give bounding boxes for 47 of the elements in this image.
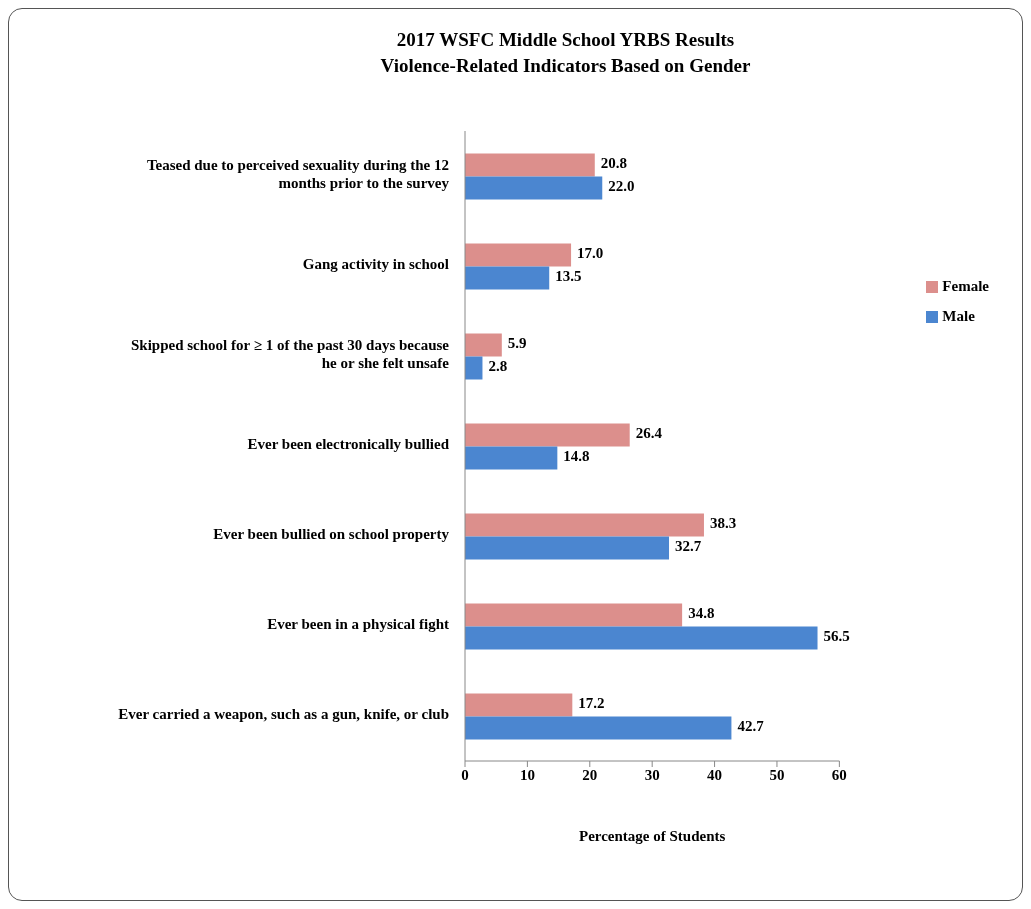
chart-subtitle: Violence-Related Indicators Based on Gender (379, 54, 752, 78)
bar (465, 626, 818, 650)
y-tick-label: Ever carried a weapon, such as a gun, knife, or club (118, 706, 449, 723)
chart-title: 2017 WSFC Middle School YRBS Results (395, 28, 736, 52)
data-label: 17.0 (577, 245, 604, 262)
bar (465, 423, 630, 447)
x-tick-label: 0 (461, 766, 469, 783)
x-tick-label: 30 (644, 766, 660, 783)
bar (465, 243, 572, 267)
x-tick-label: 40 (707, 766, 723, 783)
data-label: 2.8 (488, 358, 508, 375)
bar (465, 266, 550, 290)
data-label: 34.8 (688, 605, 715, 622)
data-label: 17.2 (578, 695, 605, 712)
bar (465, 446, 558, 470)
data-label: 14.8 (563, 448, 590, 465)
data-label: 20.8 (600, 155, 628, 172)
legend-label: Male (942, 308, 975, 324)
x-tick-label: 50 (769, 766, 785, 783)
bar (465, 153, 595, 177)
x-tick-label: 10 (519, 766, 535, 783)
bar (465, 693, 573, 717)
data-label: 5.9 (507, 335, 527, 352)
bar (465, 536, 670, 560)
bar (465, 513, 704, 537)
data-label: 13.5 (555, 268, 582, 285)
y-tick-label: Skipped school for ≥ 1 of the past 30 days because he or she felt unsafe (131, 337, 450, 372)
bar (465, 356, 483, 380)
x-axis-title: Percentage of Students (578, 828, 726, 844)
data-label: 56.5 (823, 628, 850, 645)
data-label: 38.3 (709, 515, 737, 532)
data-label: 26.4 (635, 425, 663, 442)
data-label: 42.7 (737, 718, 765, 735)
bar (465, 333, 502, 357)
data-label: 32.7 (675, 538, 702, 555)
x-tick-label: 20 (582, 766, 598, 783)
y-tick-label: Teased due to perceived sexuality during the 12 months prior to the survey (146, 157, 450, 192)
y-tick-label: Gang activity in school (302, 256, 449, 273)
legend-label: Female (942, 278, 989, 294)
y-tick-label: Ever been electronically bullied (247, 436, 450, 453)
data-label: 22.0 (608, 178, 635, 195)
bar (465, 603, 683, 627)
y-tick-label: Ever been bullied on school property (213, 526, 450, 543)
bar (465, 176, 603, 200)
bar (465, 716, 732, 740)
y-tick-label: Ever been in a physical fight (267, 616, 449, 633)
x-tick-label: 60 (831, 766, 847, 783)
